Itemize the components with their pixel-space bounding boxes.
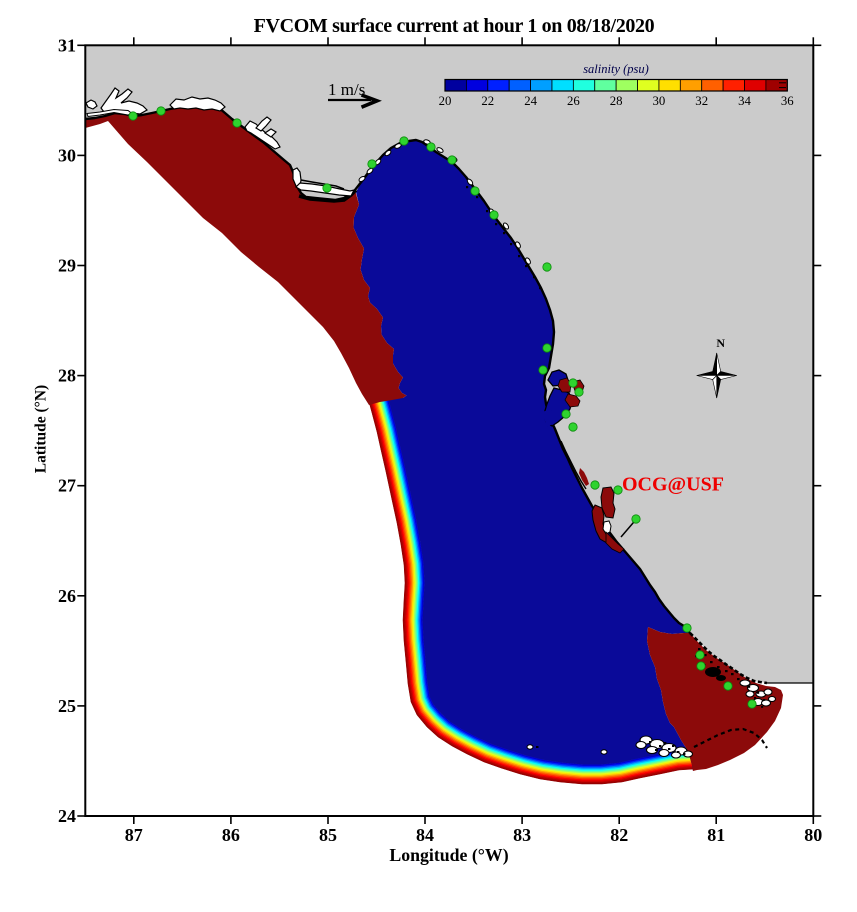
svg-text:salinity (psu): salinity (psu) bbox=[583, 62, 649, 76]
svg-text:34: 34 bbox=[738, 94, 751, 108]
svg-text:20: 20 bbox=[439, 94, 452, 108]
svg-text:N: N bbox=[716, 336, 725, 350]
svg-text:31: 31 bbox=[58, 35, 76, 55]
svg-text:24: 24 bbox=[58, 806, 76, 826]
svg-text:28: 28 bbox=[58, 366, 76, 386]
svg-text:1 m/s: 1 m/s bbox=[328, 80, 365, 99]
svg-text:22: 22 bbox=[481, 94, 494, 108]
svg-text:FVCOM surface current at hour: FVCOM surface current at hour 1 on 08/18… bbox=[254, 15, 655, 37]
svg-text:84: 84 bbox=[416, 825, 434, 845]
svg-text:80: 80 bbox=[804, 825, 822, 845]
svg-text:30: 30 bbox=[653, 94, 666, 108]
svg-text:30: 30 bbox=[58, 145, 76, 165]
svg-text:85: 85 bbox=[319, 825, 337, 845]
svg-text:27: 27 bbox=[58, 476, 76, 496]
svg-text:81: 81 bbox=[707, 825, 725, 845]
svg-text:26: 26 bbox=[58, 586, 76, 606]
svg-text:87: 87 bbox=[125, 825, 143, 845]
svg-text:86: 86 bbox=[222, 825, 240, 845]
svg-text:24: 24 bbox=[524, 94, 537, 108]
svg-text:82: 82 bbox=[610, 825, 628, 845]
svg-text:83: 83 bbox=[513, 825, 531, 845]
svg-text:28: 28 bbox=[610, 94, 623, 108]
svg-text:OCG@USF: OCG@USF bbox=[622, 474, 724, 496]
svg-text:26: 26 bbox=[567, 94, 580, 108]
svg-text:36: 36 bbox=[781, 94, 794, 108]
svg-text:25: 25 bbox=[58, 696, 76, 716]
svg-text:Latitude (°N): Latitude (°N) bbox=[33, 385, 50, 473]
svg-text:Longitude (°W): Longitude (°W) bbox=[389, 845, 508, 866]
svg-text:29: 29 bbox=[58, 256, 76, 276]
svg-text:32: 32 bbox=[695, 94, 708, 108]
